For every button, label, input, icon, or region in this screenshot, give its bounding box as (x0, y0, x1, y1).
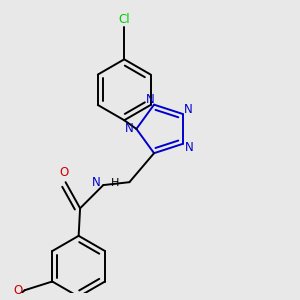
Text: O: O (14, 284, 23, 297)
Text: Cl: Cl (118, 13, 130, 26)
Text: N: N (146, 93, 154, 106)
Text: N: N (184, 141, 194, 154)
Text: N: N (184, 103, 193, 116)
Text: H: H (110, 178, 119, 188)
Text: N: N (125, 122, 134, 135)
Text: O: O (59, 166, 69, 179)
Text: N: N (92, 176, 101, 189)
